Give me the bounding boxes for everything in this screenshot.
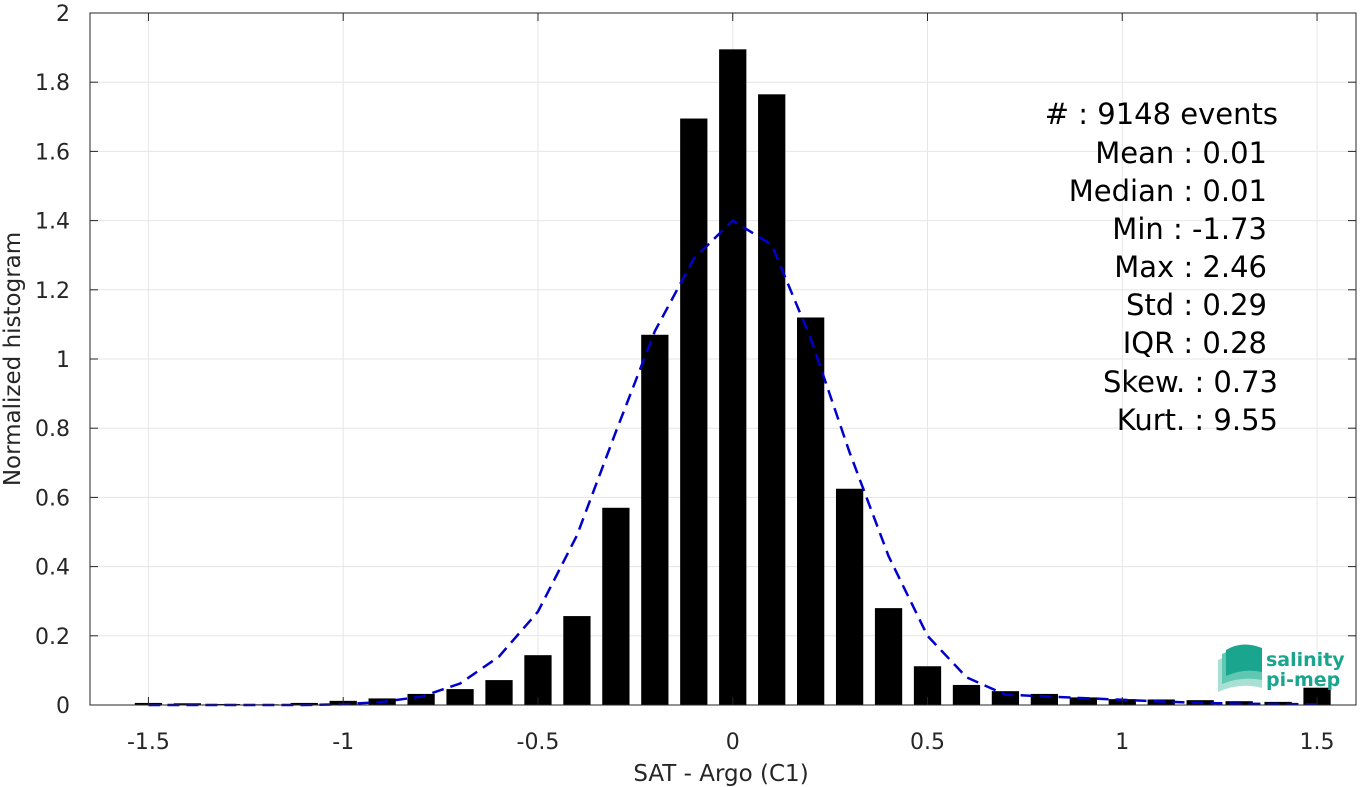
stat-kurt: Kurt. : 9.55 <box>1117 403 1278 437</box>
y-axis-ticks: 0 0.2 0.4 0.6 0.8 1 1.2 1.4 1.6 1.8 2 <box>35 2 1356 719</box>
y-tick-label-10: 2 <box>56 2 70 27</box>
bar-15 <box>719 49 747 705</box>
y-tick-label-6: 1.2 <box>35 279 70 304</box>
stat-skew: Skew. : 0.73 <box>1103 365 1278 399</box>
stat-count: # : 9148 events <box>1045 97 1278 131</box>
y-tick-label-7: 1.4 <box>35 210 70 235</box>
bar-23 <box>1030 693 1059 705</box>
x-tick-label-0: -1.5 <box>127 730 170 755</box>
logo-line-1: salinity <box>1266 649 1345 671</box>
bar-19 <box>874 608 903 705</box>
y-tick-label-0: 0 <box>56 694 70 719</box>
bar-24 <box>1069 697 1097 705</box>
y-axis-label: Normalized histogram <box>0 232 26 486</box>
bar-18 <box>835 488 864 705</box>
stat-max: Max : 2.46 <box>1114 250 1267 284</box>
bar-10 <box>524 655 552 705</box>
bar-12 <box>602 507 630 705</box>
bar-11 <box>563 616 591 705</box>
bar-16 <box>758 94 786 705</box>
x-tick-label-5: 1 <box>1115 730 1129 755</box>
x-tick-label-3: 0 <box>726 730 740 755</box>
y-tick-label-3: 0.6 <box>35 486 70 511</box>
bar-17 <box>797 317 825 705</box>
y-tick-label-2: 0.4 <box>35 556 70 581</box>
y-tick-label-5: 1 <box>56 348 70 373</box>
x-tick-label-4: 0.5 <box>910 730 945 755</box>
x-tick-label-1: -1 <box>332 730 354 755</box>
y-tick-label-1: 0.2 <box>35 625 70 650</box>
bar-8 <box>446 689 474 705</box>
bar-30 <box>1303 687 1331 705</box>
stat-std: Std : 0.29 <box>1126 288 1267 322</box>
stats-box: # : 9148 events Mean : 0.01 Median : 0.0… <box>1045 97 1278 437</box>
bar-13 <box>641 334 669 705</box>
y-tick-label-4: 0.8 <box>35 417 70 442</box>
logo-line-2: pi-mep <box>1266 669 1340 691</box>
salinity-pi-mep-logo: salinity pi-mep <box>1218 644 1345 692</box>
stat-iqr: IQR : 0.28 <box>1123 326 1267 360</box>
x-axis-ticks: -1.5 -1 -0.5 0 0.5 1 1.5 <box>127 13 1335 755</box>
stat-median: Median : 0.01 <box>1069 174 1267 208</box>
bar-22 <box>991 691 1020 705</box>
x-tick-label-2: -0.5 <box>517 730 560 755</box>
bar-7 <box>407 693 435 705</box>
bar-14 <box>680 118 708 705</box>
x-axis-label: SAT - Argo (C1) <box>633 761 808 787</box>
histogram-bars <box>134 49 1331 705</box>
y-tick-label-9: 1.8 <box>35 71 70 96</box>
bar-21 <box>952 684 981 705</box>
x-tick-label-6: 1.5 <box>1300 730 1335 755</box>
y-tick-label-8: 1.6 <box>35 140 70 165</box>
wave-stack-icon <box>1218 644 1262 692</box>
stat-mean: Mean : 0.01 <box>1095 136 1267 170</box>
bar-9 <box>485 680 513 705</box>
stat-min: Min : -1.73 <box>1112 212 1267 246</box>
